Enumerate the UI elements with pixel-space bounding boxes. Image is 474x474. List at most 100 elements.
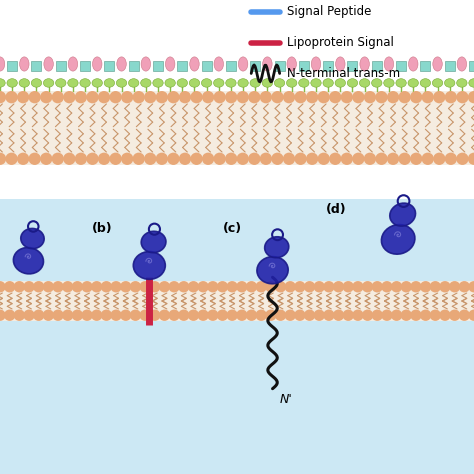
- Ellipse shape: [390, 203, 416, 226]
- Circle shape: [265, 310, 276, 321]
- Ellipse shape: [21, 228, 44, 249]
- Circle shape: [110, 310, 122, 321]
- Ellipse shape: [13, 247, 44, 274]
- Circle shape: [17, 91, 29, 103]
- Circle shape: [294, 310, 306, 321]
- Circle shape: [271, 153, 283, 165]
- Circle shape: [179, 91, 191, 103]
- Circle shape: [237, 91, 249, 103]
- Circle shape: [149, 310, 161, 321]
- Circle shape: [439, 281, 451, 292]
- Ellipse shape: [359, 79, 370, 87]
- Circle shape: [236, 310, 247, 321]
- Circle shape: [75, 91, 87, 103]
- Ellipse shape: [0, 57, 5, 71]
- Circle shape: [410, 310, 422, 321]
- Circle shape: [456, 153, 469, 165]
- Circle shape: [120, 281, 131, 292]
- Ellipse shape: [80, 79, 90, 87]
- Ellipse shape: [189, 79, 200, 87]
- Circle shape: [198, 310, 209, 321]
- Circle shape: [4, 310, 15, 321]
- Ellipse shape: [165, 57, 175, 71]
- Circle shape: [167, 91, 180, 103]
- Ellipse shape: [445, 79, 455, 87]
- Circle shape: [313, 310, 325, 321]
- Ellipse shape: [311, 57, 321, 71]
- Ellipse shape: [7, 79, 18, 87]
- Circle shape: [0, 153, 6, 165]
- Ellipse shape: [408, 79, 419, 87]
- Ellipse shape: [238, 79, 248, 87]
- Circle shape: [275, 310, 286, 321]
- Circle shape: [421, 153, 434, 165]
- Circle shape: [236, 281, 247, 292]
- Circle shape: [155, 153, 168, 165]
- Ellipse shape: [128, 79, 139, 87]
- Circle shape: [410, 281, 422, 292]
- Circle shape: [4, 281, 15, 292]
- Circle shape: [28, 91, 41, 103]
- Circle shape: [333, 310, 344, 321]
- Ellipse shape: [457, 57, 466, 71]
- Ellipse shape: [420, 79, 430, 87]
- Ellipse shape: [116, 79, 127, 87]
- Circle shape: [40, 153, 53, 165]
- Ellipse shape: [257, 256, 288, 284]
- Ellipse shape: [177, 79, 188, 87]
- Circle shape: [168, 281, 180, 292]
- Ellipse shape: [250, 79, 260, 87]
- Ellipse shape: [117, 57, 126, 71]
- Circle shape: [341, 153, 353, 165]
- Circle shape: [445, 153, 457, 165]
- Circle shape: [168, 310, 180, 321]
- Circle shape: [91, 310, 102, 321]
- Circle shape: [33, 281, 45, 292]
- Ellipse shape: [238, 57, 248, 71]
- Circle shape: [275, 281, 286, 292]
- Bar: [0, 91, 474, 165]
- Circle shape: [468, 153, 474, 165]
- Circle shape: [445, 91, 457, 103]
- Circle shape: [248, 153, 261, 165]
- Circle shape: [255, 310, 267, 321]
- Bar: [0, 199, 474, 474]
- Circle shape: [72, 310, 83, 321]
- Ellipse shape: [190, 57, 199, 71]
- Circle shape: [86, 91, 99, 103]
- Circle shape: [191, 153, 203, 165]
- Circle shape: [213, 91, 226, 103]
- Circle shape: [133, 153, 145, 165]
- Circle shape: [100, 310, 112, 321]
- Circle shape: [255, 281, 267, 292]
- Circle shape: [191, 91, 203, 103]
- Circle shape: [139, 281, 151, 292]
- Circle shape: [159, 310, 170, 321]
- Circle shape: [439, 310, 451, 321]
- Circle shape: [207, 281, 219, 292]
- Circle shape: [401, 281, 412, 292]
- Circle shape: [459, 310, 470, 321]
- Ellipse shape: [287, 57, 296, 71]
- Circle shape: [271, 91, 283, 103]
- Circle shape: [248, 91, 261, 103]
- Circle shape: [120, 310, 131, 321]
- Circle shape: [198, 281, 209, 292]
- Ellipse shape: [92, 79, 102, 87]
- Circle shape: [130, 281, 141, 292]
- Ellipse shape: [299, 79, 309, 87]
- Circle shape: [133, 91, 145, 103]
- Circle shape: [362, 281, 374, 292]
- Ellipse shape: [214, 79, 224, 87]
- Circle shape: [420, 281, 431, 292]
- Circle shape: [75, 153, 87, 165]
- Circle shape: [217, 310, 228, 321]
- Circle shape: [98, 153, 110, 165]
- Circle shape: [167, 153, 180, 165]
- Circle shape: [178, 310, 190, 321]
- Circle shape: [227, 281, 238, 292]
- Ellipse shape: [360, 57, 369, 71]
- Circle shape: [28, 153, 41, 165]
- Circle shape: [72, 281, 83, 292]
- Circle shape: [23, 310, 35, 321]
